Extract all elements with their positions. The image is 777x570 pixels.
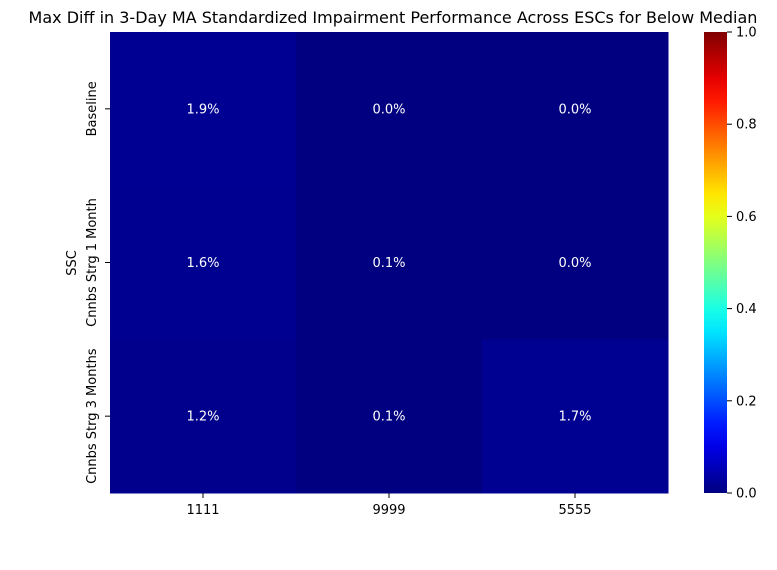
- colorbar-tick-label: 0.6: [736, 210, 757, 225]
- colorbar-gradient: [704, 32, 727, 493]
- x-tick-label: 5555: [558, 503, 591, 518]
- heatmap-cell-r1-c0: [110, 185, 297, 340]
- heatmap-cell-r0-c0: [110, 32, 297, 187]
- x-tick-label: 1111: [186, 503, 219, 518]
- cell-annotation-r1-c2: 0.0%: [558, 256, 591, 271]
- cell-annotation-r0-c2: 0.0%: [558, 102, 591, 117]
- colorbar: 0.0 0.2 0.4 0.6 0.8 1.0: [704, 26, 757, 502]
- cell-annotation-r2-c2: 1.7%: [558, 410, 591, 425]
- cell-annotation-r0-c1: 0.0%: [372, 102, 405, 117]
- y-tick-label: Cnnbs Strg 3 Months: [85, 348, 100, 484]
- x-tick-label: 9999: [372, 503, 405, 518]
- colorbar-tick-label: 0.2: [736, 394, 757, 409]
- colorbar-tick-label: 0.8: [736, 118, 757, 133]
- y-tick-label: Cnnbs Strg 1 Month: [85, 198, 100, 327]
- heatmap-cell-r0-c2: [482, 32, 669, 187]
- colorbar-tick-label: 0.4: [736, 302, 757, 317]
- heatmap-cell-r1-c2: [482, 185, 669, 340]
- heatmap-cell-r2-c2: [482, 339, 669, 494]
- x-axis-ticks: 1111 9999 5555: [186, 493, 592, 518]
- y-tick-label: Baseline: [85, 81, 100, 136]
- cell-annotation-r0-c0: 1.9%: [186, 102, 219, 117]
- cell-annotation-r2-c1: 0.1%: [372, 410, 405, 425]
- colorbar-tick-label: 1.0: [736, 26, 757, 41]
- heatmap-cell-r2-c0: [110, 339, 297, 494]
- cell-annotation-r1-c0: 1.6%: [186, 256, 219, 271]
- cell-annotation-r1-c1: 0.1%: [372, 256, 405, 271]
- colorbar-ticks: 0.0 0.2 0.4 0.6 0.8 1.0: [727, 26, 757, 502]
- heatmap-cell-r1-c1: [296, 185, 483, 340]
- y-axis-label: SSC: [65, 250, 80, 276]
- cell-annotation-r2-c0: 1.2%: [186, 410, 219, 425]
- chart-title: Max Diff in 3-Day MA Standardized Impair…: [29, 8, 758, 27]
- heatmap-annotations: 1.9% 0.0% 0.0% 1.6% 0.1% 0.0% 1.2% 0.1% 1.7%: [186, 102, 591, 424]
- y-axis-ticks: Baseline Cnnbs Strg 1 Month Cnnbs Strg 3 M…: [85, 81, 110, 484]
- heatmap-cells: [110, 32, 669, 494]
- colorbar-tick-label: 0.0: [736, 487, 757, 502]
- heatmap-cell-r2-c1: [296, 339, 483, 494]
- heatmap-cell-r0-c1: [296, 32, 483, 187]
